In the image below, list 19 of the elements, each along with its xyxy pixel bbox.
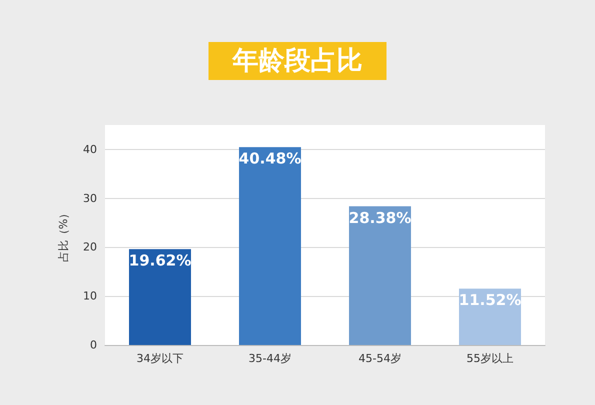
bar [129, 249, 191, 345]
x-tick-label: 55岁以上 [466, 352, 514, 365]
data-label: 11.52% [458, 291, 522, 310]
y-tick-label: 20 [83, 240, 97, 254]
bar [349, 206, 411, 345]
y-tick-label: 10 [83, 290, 97, 303]
data-label: 19.62% [128, 252, 192, 270]
y-tick-label: 40 [83, 142, 97, 156]
data-label: 28.38% [348, 208, 412, 227]
y-axis-title: 占比（%） [57, 208, 70, 262]
chart-title: 年龄段占比 [232, 46, 362, 76]
data-label: 40.48% [238, 150, 302, 168]
bar [239, 147, 301, 345]
bar [459, 288, 521, 345]
y-tick-label: 30 [83, 192, 97, 205]
x-tick-label: 34岁以下 [136, 352, 184, 365]
x-tick-label: 35-44岁 [248, 352, 292, 365]
y-tick-label: 0 [90, 338, 97, 352]
x-tick-label: 45-54岁 [358, 352, 402, 365]
